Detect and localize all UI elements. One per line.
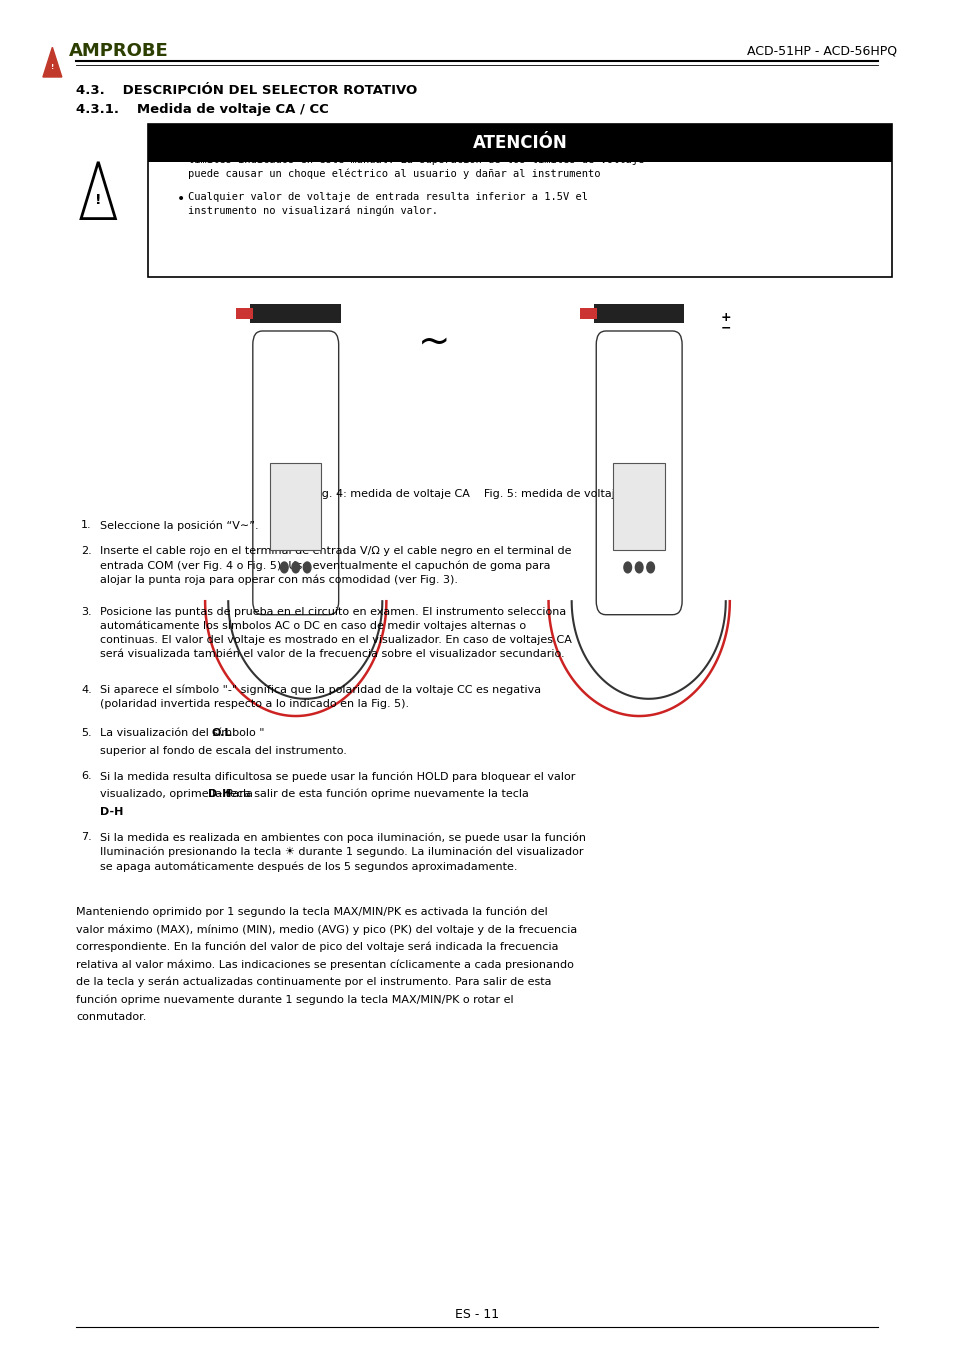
Text: •: • bbox=[176, 141, 185, 154]
Text: Si la medida resulta dificultosa se puede usar la función HOLD para bloquear el : Si la medida resulta dificultosa se pued… bbox=[100, 771, 575, 782]
Text: 5.: 5. bbox=[81, 728, 91, 738]
Text: Fig. 4: medida de voltaje CA    Fig. 5: medida de voltaje CC: Fig. 4: medida de voltaje CA Fig. 5: med… bbox=[313, 489, 640, 499]
Circle shape bbox=[635, 562, 642, 573]
FancyBboxPatch shape bbox=[578, 308, 597, 319]
Circle shape bbox=[292, 562, 299, 573]
Text: 4.: 4. bbox=[81, 685, 91, 694]
FancyBboxPatch shape bbox=[593, 304, 683, 323]
FancyBboxPatch shape bbox=[148, 124, 891, 277]
Text: O.L: O.L bbox=[212, 728, 232, 738]
Text: !: ! bbox=[51, 63, 54, 70]
FancyBboxPatch shape bbox=[613, 463, 664, 550]
Text: valor máximo (MAX), mínimo (MIN), medio (AVG) y pico (PK) del voltaje y de la fr: valor máximo (MAX), mínimo (MIN), medio … bbox=[76, 924, 577, 935]
Text: ATENCIÓN: ATENCIÓN bbox=[472, 134, 567, 153]
Text: 3.: 3. bbox=[81, 607, 91, 616]
Text: Si la medida es realizada en ambientes con poca iluminación, se puede usar la fu: Si la medida es realizada en ambientes c… bbox=[100, 832, 585, 873]
Text: 1.: 1. bbox=[81, 520, 91, 530]
Text: superior al fondo de escala del instrumento.: superior al fondo de escala del instrume… bbox=[100, 746, 347, 755]
Text: de la tecla y serán actualizadas continuamente por el instrumento. Para salir de: de la tecla y serán actualizadas continu… bbox=[76, 977, 551, 988]
FancyBboxPatch shape bbox=[250, 304, 341, 323]
FancyBboxPatch shape bbox=[236, 308, 253, 319]
Text: relativa al valor máximo. Las indicaciones se presentan cíclicamente a cada pres: relativa al valor máximo. Las indicacion… bbox=[76, 959, 574, 970]
Text: 7.: 7. bbox=[81, 832, 91, 842]
FancyBboxPatch shape bbox=[596, 331, 681, 615]
Text: 4.3.1.  Medida de voltaje CA / CC: 4.3.1. Medida de voltaje CA / CC bbox=[76, 103, 329, 116]
Text: Cualquier valor de voltaje de entrada resulta inferior a 1.5V el
instrumento no : Cualquier valor de voltaje de entrada re… bbox=[188, 192, 587, 216]
Circle shape bbox=[280, 562, 288, 573]
Text: 6.: 6. bbox=[81, 771, 91, 781]
FancyBboxPatch shape bbox=[270, 463, 321, 550]
Text: ES - 11: ES - 11 bbox=[455, 1308, 498, 1321]
Text: El voltaje máximo de entrada es 600V. No mida voltajes que excedan de los
límite: El voltaje máximo de entrada es 600V. No… bbox=[188, 141, 643, 178]
Text: conmutador.: conmutador. bbox=[76, 1012, 147, 1021]
Text: D-H: D-H bbox=[100, 807, 124, 816]
Text: . Para salir de esta función oprime nuevamente la tecla: . Para salir de esta función oprime nuev… bbox=[219, 789, 529, 800]
Text: AMPROBE: AMPROBE bbox=[69, 42, 169, 59]
Text: visualizado, oprime la tecla: visualizado, oprime la tecla bbox=[100, 789, 256, 798]
Circle shape bbox=[646, 562, 654, 573]
Polygon shape bbox=[43, 47, 62, 77]
Text: •: • bbox=[176, 192, 185, 205]
Circle shape bbox=[303, 562, 311, 573]
Text: Si aparece el símbolo "-" significa que la polaridad de la voltaje CC es negativ: Si aparece el símbolo "-" significa que … bbox=[100, 685, 540, 709]
Text: La visualización del símbolo ": La visualización del símbolo " bbox=[100, 728, 264, 738]
Circle shape bbox=[623, 562, 631, 573]
Text: Posicione las puntas de prueba en el circuito en examen. El instrumento seleccio: Posicione las puntas de prueba en el cir… bbox=[100, 607, 572, 659]
Text: ~: ~ bbox=[417, 323, 450, 361]
Polygon shape bbox=[81, 162, 115, 219]
Text: 4.3.  DESCRIPCIÓN DEL SELECTOR ROTATIVO: 4.3. DESCRIPCIÓN DEL SELECTOR ROTATIVO bbox=[76, 84, 417, 97]
FancyBboxPatch shape bbox=[253, 331, 338, 615]
Text: función oprime nuevamente durante 1 segundo la tecla MAX/MIN/PK o rotar el: función oprime nuevamente durante 1 segu… bbox=[76, 994, 514, 1005]
Text: +: + bbox=[720, 311, 730, 324]
FancyBboxPatch shape bbox=[148, 124, 891, 162]
Text: −: − bbox=[720, 322, 730, 335]
Text: ACD-51HP - ACD-56HPQ: ACD-51HP - ACD-56HPQ bbox=[746, 45, 896, 57]
Text: Manteniendo oprimido por 1 segundo la tecla MAX/MIN/PK es activada la función de: Manteniendo oprimido por 1 segundo la te… bbox=[76, 907, 547, 917]
Text: 2.: 2. bbox=[81, 546, 91, 555]
Text: !: ! bbox=[95, 193, 101, 207]
Text: D-H: D-H bbox=[208, 789, 232, 798]
Text: Inserte el cable rojo en el terminal de entrada V/Ω y el cable negro en el termi: Inserte el cable rojo en el terminal de … bbox=[100, 546, 571, 585]
Text: Seleccione la posición “V∼”.: Seleccione la posición “V∼”. bbox=[100, 520, 258, 531]
Text: correspondiente. En la función del valor de pico del voltaje será indicada la fr: correspondiente. En la función del valor… bbox=[76, 942, 558, 952]
